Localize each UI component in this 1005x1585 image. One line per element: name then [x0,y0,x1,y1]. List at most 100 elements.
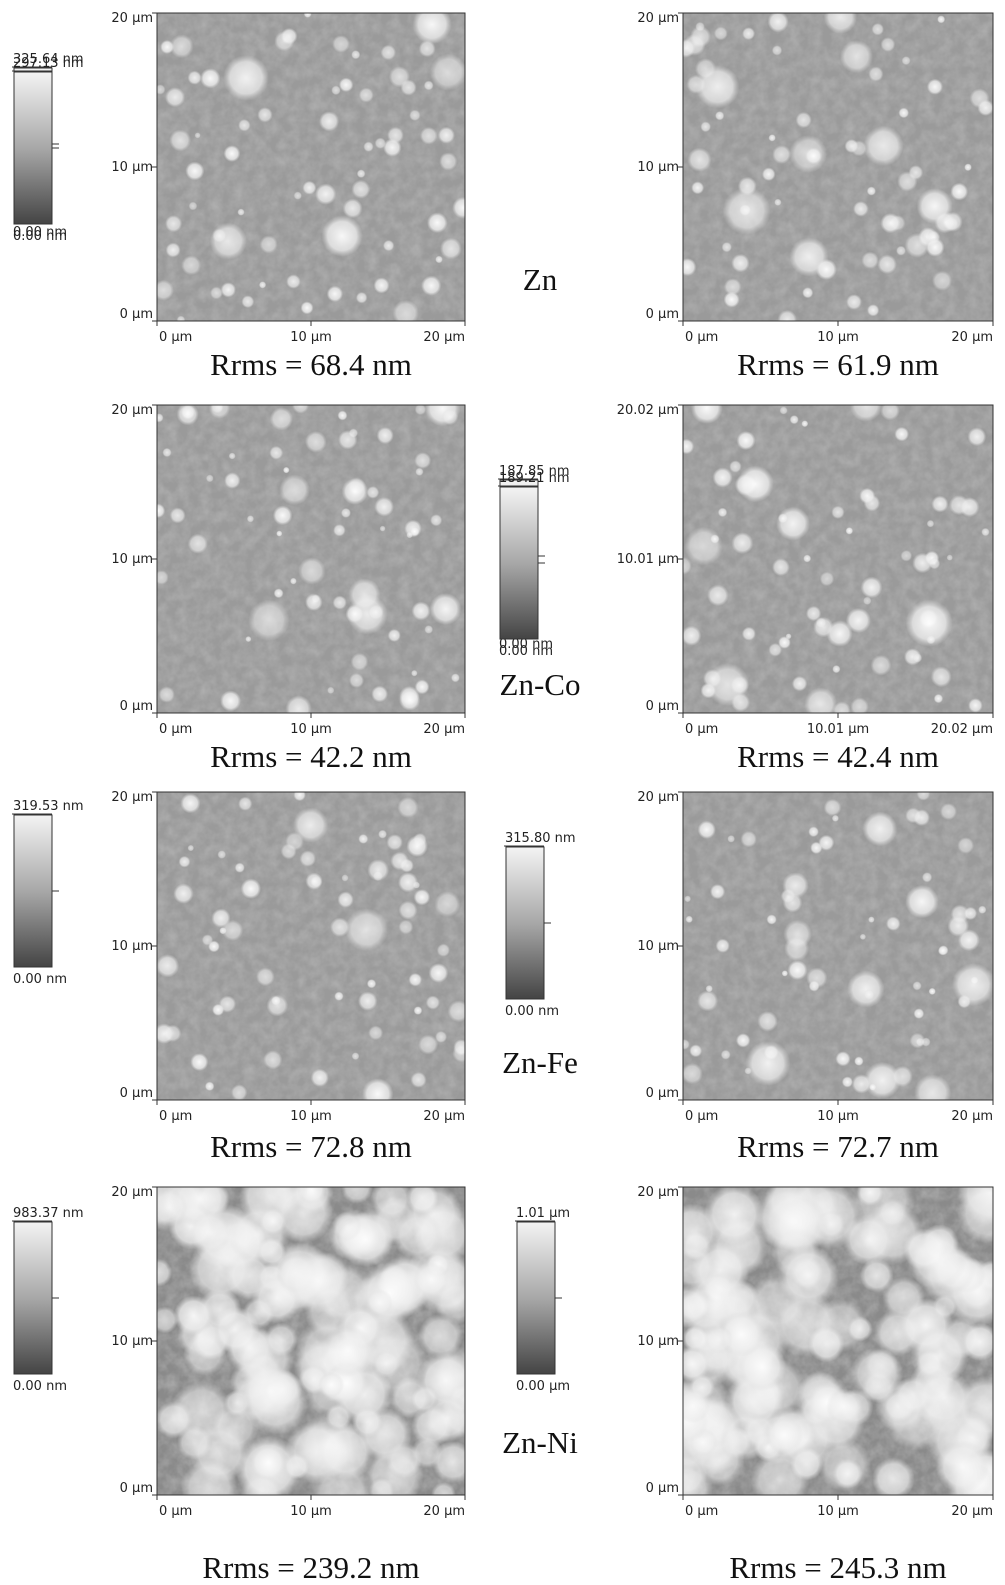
grain [859,487,876,504]
grain [434,891,461,918]
grain [839,40,873,74]
grain [413,1006,423,1015]
grain [269,407,294,431]
grain [378,829,388,839]
grain [341,478,369,505]
scale-max: 315.80 nm [505,831,576,846]
grain [872,1457,915,1495]
x-tick-label: 0 µm [159,1504,192,1519]
grain [766,914,777,925]
grain [690,405,723,424]
grain [431,1482,456,1495]
grain [423,80,434,91]
grain [221,919,244,942]
grain [683,556,692,575]
scale-min: 0.00 nm [499,644,553,659]
grain [683,258,697,277]
grain [250,1444,287,1481]
scale-max: 187.85 nm [499,464,570,479]
grain [217,850,227,859]
x-tick-label: 20.02 µm [931,722,993,737]
grain [712,467,733,488]
grain [939,803,958,821]
grain [398,900,418,920]
grain [849,405,882,422]
grain [425,995,440,1010]
x-tick-label: 10 µm [290,722,332,737]
grain [801,420,809,428]
grain [237,208,245,216]
y-tick-label: 0 µm [646,1481,679,1496]
rrms-label: Rrms = 61.9 nm [737,347,939,382]
x-tick-label: 10 µm [817,330,859,345]
y-tick-label: 10.01 µm [617,552,679,567]
y-tick-label: 0 µm [120,699,153,714]
grain [220,690,242,712]
grain [351,179,371,199]
x-tick-label: 0 µm [159,722,192,737]
grain [173,1295,214,1336]
x-tick-label: 20 µm [423,722,465,737]
grain [318,1371,345,1398]
image-texture [157,13,465,321]
grain [387,628,401,642]
grain [870,654,892,676]
grain [750,1450,810,1495]
grain [968,698,983,713]
grain [768,642,783,657]
scale-max: 189.21 nm [499,471,570,486]
grain [772,558,790,577]
y-tick-label: 0 µm [120,1481,153,1496]
colorbar [13,71,53,225]
grain [426,212,448,234]
scale-min: 0.00 nm [13,229,67,244]
grain [439,152,458,171]
grain [771,45,783,56]
grain [380,44,397,61]
grain [234,862,245,873]
grain [957,837,975,854]
grain [933,693,944,704]
x-tick-label: 20 µm [423,330,465,345]
y-tick-label: 10 µm [111,939,153,954]
grain [441,408,459,426]
afm-image [157,1187,465,1495]
grain [709,884,726,900]
grain [157,1023,175,1044]
grain [958,1187,993,1225]
sample-label: Zn-Ni [502,1425,578,1460]
grain [835,1051,851,1067]
grain [894,426,910,442]
grain [157,413,164,423]
grain [815,258,837,280]
grain [165,87,186,108]
grain [683,1388,711,1424]
x-tick-label: 20 µm [951,330,993,345]
grain [187,533,208,554]
grain [815,617,827,629]
grain [707,584,729,607]
grain [434,1280,465,1325]
grain [158,686,175,703]
grain [901,56,911,66]
grain [883,1382,952,1451]
grain [372,1350,401,1378]
grain [977,99,993,117]
grain [931,495,949,513]
y-tick-label: 0 µm [646,1086,679,1101]
grain [333,524,346,537]
x-tick-label: 0 µm [159,1109,192,1124]
grain [913,809,931,827]
grain [279,474,310,506]
grain [845,607,871,634]
grain [169,129,192,152]
x-tick-label: 20 µm [423,1109,465,1124]
y-tick-label: 20 µm [637,790,679,805]
grain [205,474,214,483]
grain [157,84,166,95]
rrms-label: Rrms = 72.7 nm [737,1129,939,1164]
grain [321,215,363,257]
grain [390,851,410,871]
x-tick-label: 10.01 µm [807,722,869,737]
grain [842,1214,895,1266]
